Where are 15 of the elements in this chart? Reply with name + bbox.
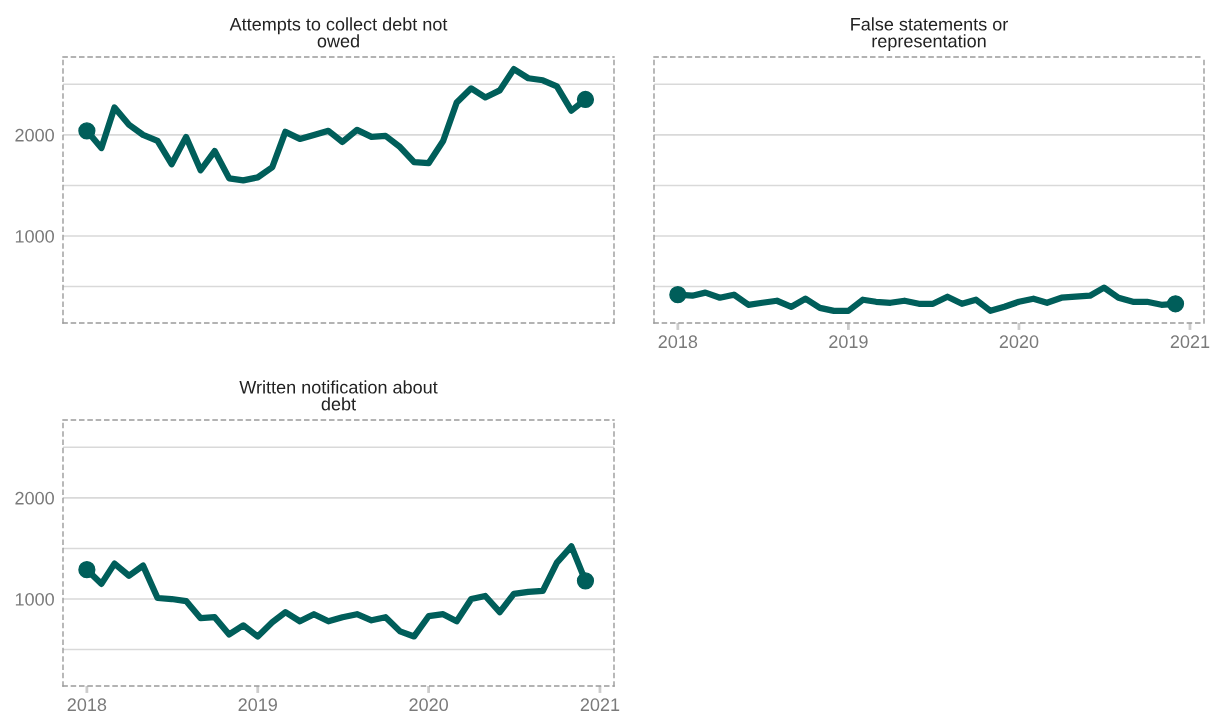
y-tick-label: 1000 <box>15 592 54 606</box>
x-tick-label: 2020 <box>999 335 1039 349</box>
chart-title: Attempts to collect debt not owed <box>229 17 448 48</box>
chart-title: False statements or representation <box>851 17 1008 52</box>
x-tick-label: 2020 <box>409 698 448 712</box>
y-tick-label: 2000 <box>15 491 54 505</box>
y-tick-label: 1000 <box>15 229 54 243</box>
x-tick-label: 2018 <box>658 335 698 349</box>
y-tick-label: 2000 <box>15 128 54 142</box>
x-tick-label: 2019 <box>829 335 868 349</box>
x-tick-label: 2021 <box>580 698 620 712</box>
x-tick-label: 2021 <box>1170 335 1210 349</box>
x-tick-label: 2018 <box>67 698 107 712</box>
x-tick-label: 2019 <box>238 698 277 712</box>
chart-title: Written notification about debt <box>239 380 438 411</box>
